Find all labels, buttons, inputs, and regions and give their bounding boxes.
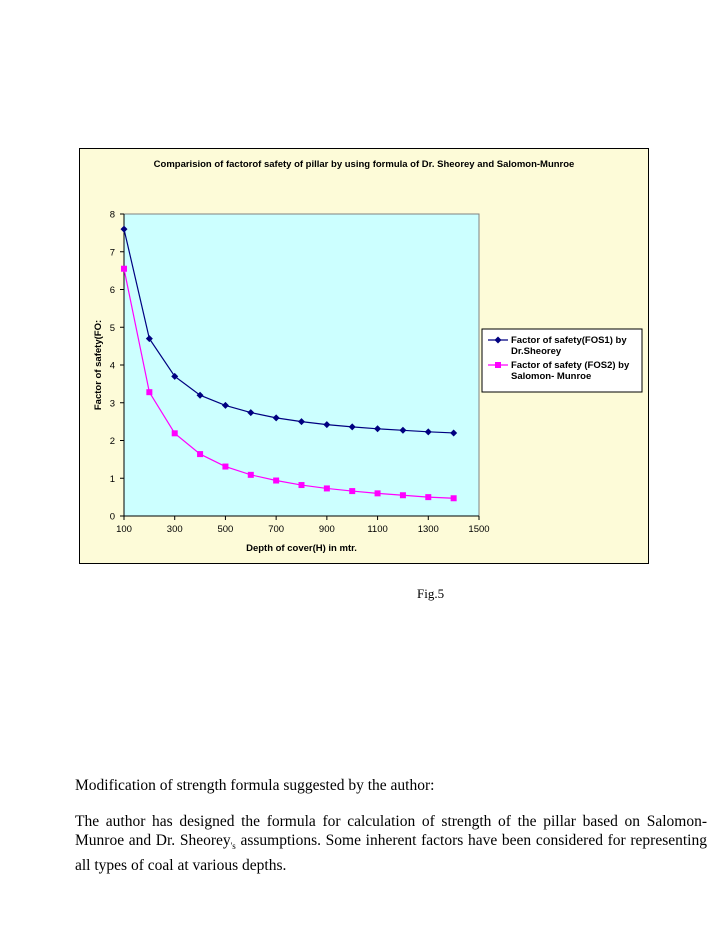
legend-label-1: Factor of safety(FOS1) by bbox=[511, 335, 627, 346]
series-2-point bbox=[273, 477, 280, 484]
series-2-point bbox=[425, 494, 432, 501]
x-tick-label: 1300 bbox=[418, 524, 439, 535]
legend-marker-2 bbox=[495, 362, 501, 368]
x-tick-label: 500 bbox=[217, 524, 233, 535]
series-1-point bbox=[424, 428, 432, 436]
line-chart: 0 1 2 3 4 5 6 7 8 100 300 500 700 900 1100 1300 1500 Dept… bbox=[93, 210, 643, 554]
legend-label-2: Factor of safety (FOS2) by bbox=[511, 360, 630, 371]
legend-label-1: Dr.Sheorey bbox=[511, 346, 562, 357]
plot-area bbox=[123, 213, 480, 517]
series-2-point bbox=[349, 488, 356, 495]
legend-label-2: Salomon- Munroe bbox=[511, 371, 591, 382]
series-1-point bbox=[196, 391, 204, 399]
y-tick-label: 3 bbox=[110, 398, 115, 409]
y-tick-label: 1 bbox=[110, 474, 115, 485]
y-tick-label: 0 bbox=[110, 512, 115, 523]
series-1-point bbox=[450, 429, 458, 437]
series-2-point bbox=[197, 451, 204, 458]
paragraph-subscript: 's bbox=[230, 841, 236, 852]
paragraph-text-end: assumptions. Some inherent factors have … bbox=[75, 832, 707, 875]
x-tick-label: 100 bbox=[116, 524, 132, 535]
y-tick-label: 5 bbox=[110, 323, 115, 334]
series-1-point bbox=[348, 423, 356, 431]
y-tick-label: 4 bbox=[110, 361, 115, 372]
y-tick-label: 7 bbox=[110, 247, 115, 258]
series-1-point bbox=[298, 418, 305, 426]
x-tick-label: 900 bbox=[319, 524, 335, 535]
chart-title: Comparision of factorof safety of pillar… bbox=[153, 159, 575, 170]
series-1-point bbox=[171, 372, 179, 380]
series-1-point bbox=[272, 414, 280, 422]
series-line-2 bbox=[123, 268, 454, 499]
x-tick-label: 1100 bbox=[367, 524, 387, 535]
series-1-point bbox=[221, 401, 229, 409]
series-2-point bbox=[171, 430, 178, 437]
figure-caption: Fig.5 bbox=[417, 586, 445, 601]
x-tick-label: 1500 bbox=[468, 524, 489, 535]
series-1-point bbox=[247, 409, 255, 417]
series-2-point bbox=[298, 482, 305, 489]
series-1-point bbox=[374, 425, 382, 433]
section-heading: Modification of strength formula suggest… bbox=[75, 777, 435, 794]
series-2-point bbox=[450, 495, 457, 502]
x-tick-label: 300 bbox=[167, 524, 183, 535]
x-tick-label: 700 bbox=[268, 524, 284, 535]
series-2-point bbox=[323, 485, 330, 492]
series-2-point bbox=[146, 389, 153, 396]
series-2-point bbox=[222, 463, 229, 470]
series-2-point bbox=[121, 265, 127, 272]
series-1-point bbox=[120, 225, 128, 233]
series-1-point bbox=[145, 335, 153, 343]
x-axis-title: Depth of cover(H) in mtr. bbox=[246, 543, 357, 554]
series-2-point bbox=[247, 471, 254, 478]
series-2-point bbox=[399, 492, 406, 499]
paragraph-text-start: The author has designed the formula for … bbox=[75, 813, 707, 849]
y-tick-label: 6 bbox=[110, 285, 115, 296]
y-tick-label: 8 bbox=[110, 210, 115, 221]
series-1-point bbox=[323, 421, 331, 429]
series-1-point bbox=[399, 426, 407, 434]
y-tick-label: 2 bbox=[110, 436, 115, 447]
legend-marker-1 bbox=[494, 336, 502, 344]
y-axis-title: Factor of safety(FO: bbox=[93, 320, 104, 410]
chart-area: Comparision of factorof safety of pillar… bbox=[79, 148, 649, 564]
series-2-point bbox=[374, 490, 381, 497]
legend-box bbox=[481, 328, 643, 393]
body-paragraph: The author has designed the formula for … bbox=[75, 812, 707, 875]
series-line-1 bbox=[123, 228, 454, 434]
